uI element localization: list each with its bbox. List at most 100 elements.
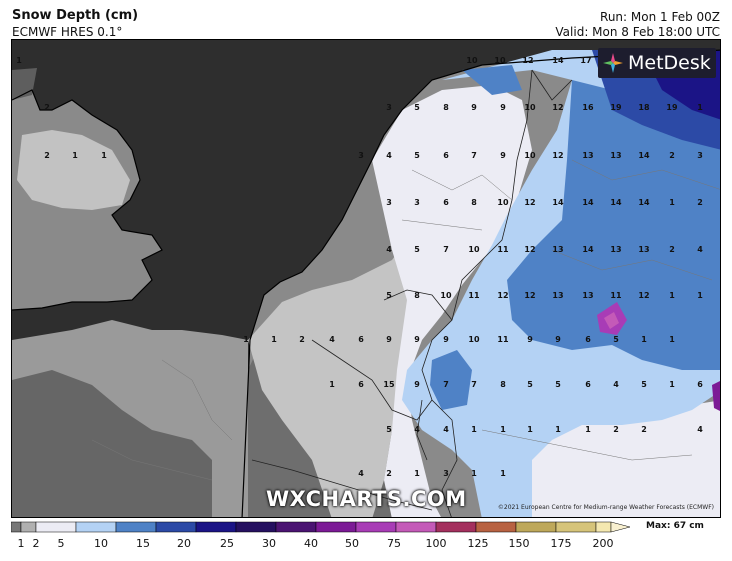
snow-depth-value: 1 bbox=[641, 335, 647, 344]
legend-color-segment bbox=[275, 521, 317, 533]
snow-depth-value: 2 bbox=[669, 151, 675, 160]
snow-depth-value: 9 bbox=[414, 380, 420, 389]
snow-depth-value: 8 bbox=[471, 198, 477, 207]
legend-tick-label: 2 bbox=[32, 537, 40, 550]
snow-depth-value: 5 bbox=[414, 151, 420, 160]
wxcharts-watermark: WXCHARTS.COM bbox=[266, 487, 467, 511]
snow-depth-value: 1 bbox=[329, 380, 335, 389]
snow-depth-value: 2 bbox=[669, 245, 675, 254]
snow-depth-value: 3 bbox=[386, 103, 392, 112]
snow-depth-value: 9 bbox=[443, 335, 449, 344]
snow-depth-value: 9 bbox=[471, 103, 477, 112]
snow-depth-value: 13 bbox=[552, 291, 563, 300]
legend-color-segment bbox=[155, 521, 197, 533]
snow-depth-map[interactable]: 1 10 10 12 14 17 2 3 5 8 9 9 10 12 16 19 18 19 1 2 1 1 3 4 5 6 7 9 1… bbox=[11, 39, 721, 518]
ecmwf-copyright: ©2021 European Centre for Medium-range W… bbox=[497, 504, 714, 511]
snow-depth-value: 5 bbox=[386, 291, 392, 300]
metdesk-logo-text: MetDesk bbox=[628, 52, 711, 74]
snow-depth-value: 11 bbox=[610, 291, 622, 300]
legend-tick-label: 15 bbox=[136, 537, 150, 550]
snow-depth-value: 3 bbox=[358, 151, 364, 160]
snow-depth-value: 14 bbox=[582, 245, 594, 254]
snow-depth-value: 5 bbox=[386, 425, 392, 434]
snow-depth-value: 11 bbox=[468, 291, 480, 300]
snow-depth-value: 17 bbox=[580, 56, 591, 65]
snow-depth-value: 5 bbox=[641, 380, 647, 389]
snow-depth-value: 4 bbox=[697, 245, 703, 254]
snow-depth-value: 5 bbox=[414, 245, 420, 254]
snow-depth-value: 12 bbox=[524, 198, 535, 207]
region-borders bbox=[91, 159, 720, 481]
snow-depth-value: 12 bbox=[524, 291, 535, 300]
snow-depth-value: 6 bbox=[443, 198, 449, 207]
snow-depth-value: 10 bbox=[524, 151, 536, 160]
chart-title: Snow Depth (cm) bbox=[12, 8, 139, 23]
snow-depth-value: 7 bbox=[443, 245, 449, 254]
snow-depth-value: 15 bbox=[383, 380, 395, 389]
snow-depth-value: 9 bbox=[386, 335, 392, 344]
map-canvas: 1 10 10 12 14 172 3 5 8 9 9 10 12 16 19 18 19 12 1 1 3 4 5 6 7 9 1… bbox=[12, 40, 720, 517]
snow-depth-value: 10 bbox=[494, 56, 506, 65]
country-borders bbox=[251, 69, 573, 517]
legend-tick-label: 75 bbox=[387, 537, 401, 550]
snow-depth-value: 10 bbox=[466, 56, 478, 65]
snow-depth-value: 1 bbox=[16, 56, 22, 65]
legend-color-segment bbox=[315, 521, 357, 533]
legend-max-label: Max: 67 cm bbox=[646, 521, 704, 531]
snow-depth-value: 13 bbox=[582, 151, 593, 160]
legend-color-segment bbox=[515, 521, 557, 533]
snow-depth-value: 4 bbox=[386, 245, 392, 254]
snow-depth-value: 19 bbox=[666, 103, 678, 112]
snow-depth-value: 7 bbox=[471, 380, 477, 389]
snow-depth-value: 9 bbox=[500, 151, 506, 160]
model-name: ECMWF HRES 0.1° bbox=[12, 25, 123, 39]
snow-depth-value: 9 bbox=[414, 335, 420, 344]
england-light-snow bbox=[17, 130, 130, 210]
snow-depth-value: 13 bbox=[610, 245, 621, 254]
legend-color-segment bbox=[395, 521, 437, 533]
legend-tick-label: 10 bbox=[94, 537, 108, 550]
legend-colorbar bbox=[11, 521, 631, 533]
snow-depth-value: 1 bbox=[414, 469, 420, 478]
snow-depth-value: 5 bbox=[555, 380, 561, 389]
metdesk-logo: MetDesk bbox=[598, 48, 716, 78]
snow-depth-values: 1 10 10 12 14 172 3 5 8 9 9 10 12 16 19 18 19 12 1 1 3 4 5 6 7 9 1… bbox=[16, 56, 703, 478]
snow-depth-value: 6 bbox=[585, 380, 591, 389]
snow-depth-value: 11 bbox=[497, 335, 509, 344]
snow-depth-value: 12 bbox=[552, 151, 563, 160]
snow-depth-value: 1 bbox=[72, 151, 78, 160]
snow-depth-value: 3 bbox=[386, 198, 392, 207]
snow-depth-value: 3 bbox=[443, 469, 449, 478]
legend-tick-label: 100 bbox=[425, 537, 447, 550]
snow-depth-value: 4 bbox=[697, 425, 703, 434]
mid-blue-area bbox=[507, 80, 720, 370]
snow-depth-value: 12 bbox=[522, 56, 533, 65]
snow-depth-value: 1 bbox=[471, 469, 477, 478]
legend-tick-label: 175 bbox=[550, 537, 572, 550]
snow-depth-value: 14 bbox=[638, 198, 650, 207]
snow-depth-value: 1 bbox=[555, 425, 561, 434]
legend-tick-label: 200 bbox=[592, 537, 614, 550]
snow-depth-value: 2 bbox=[44, 151, 50, 160]
snow-depth-value: 1 bbox=[243, 335, 249, 344]
snow-depth-value: 6 bbox=[358, 380, 364, 389]
snow-depth-value: 8 bbox=[443, 103, 449, 112]
snow-depth-value: 9 bbox=[500, 103, 506, 112]
snow-depth-value: 1 bbox=[271, 335, 277, 344]
snow-depth-value: 1 bbox=[669, 380, 675, 389]
legend-tick-label: 30 bbox=[262, 537, 276, 550]
snow-depth-value: 12 bbox=[524, 245, 535, 254]
legend-tick-label: 5 bbox=[57, 537, 65, 550]
snow-depth-value: 10 bbox=[497, 198, 509, 207]
legend-color-segment bbox=[475, 521, 517, 533]
snow-depth-value: 1 bbox=[669, 291, 675, 300]
snow-depth-value: 18 bbox=[638, 103, 650, 112]
snow-depth-value: 7 bbox=[443, 380, 449, 389]
snow-depth-value: 4 bbox=[613, 380, 619, 389]
snow-depth-value: 2 bbox=[44, 103, 50, 112]
coastlines bbox=[12, 49, 720, 517]
snow-depth-value: 3 bbox=[414, 198, 420, 207]
snow-depth-value: 14 bbox=[582, 198, 594, 207]
legend-color-segment bbox=[11, 521, 22, 533]
snow-depth-value: 4 bbox=[358, 469, 364, 478]
